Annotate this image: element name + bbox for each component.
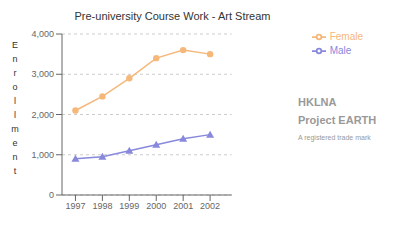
html-text:n: n	[12, 152, 18, 162]
html-text:m: m	[11, 124, 19, 134]
html-text:A registered trade mark: A registered trade mark	[298, 134, 371, 141]
html-text:Project EARTH: Project EARTH	[298, 114, 377, 126]
html-text:Male: Male	[329, 44, 352, 56]
html-text:e: e	[12, 138, 18, 148]
html-text:Female: Female	[329, 30, 363, 42]
html-text:HKLNA: HKLNA	[298, 96, 337, 108]
html-text:t: t	[13, 166, 17, 176]
html-text:E: E	[12, 40, 18, 50]
svg-text:2000: 2000	[146, 201, 166, 211]
svg-text:2001: 2001	[173, 201, 193, 211]
html-text:Pre-university Course Work - A: Pre-university Course Work - Art Stream	[74, 10, 271, 22]
svg-text:1999: 1999	[119, 201, 139, 211]
html-text:o: o	[12, 82, 18, 92]
svg-text:3,000: 3,000	[31, 69, 54, 79]
html-text:n: n	[12, 54, 18, 64]
svg-text:4,000: 4,000	[31, 29, 54, 39]
html-text:l: l	[14, 96, 16, 106]
svg-text:1,000: 1,000	[31, 150, 54, 160]
html-text:r: r	[13, 68, 17, 78]
svg-text:2002: 2002	[200, 201, 220, 211]
svg-text:1998: 1998	[92, 201, 112, 211]
html-text:l: l	[14, 110, 16, 120]
svg-text:1997: 1997	[65, 201, 85, 211]
svg-text:0: 0	[49, 190, 54, 200]
svg-text:2,000: 2,000	[31, 110, 54, 120]
